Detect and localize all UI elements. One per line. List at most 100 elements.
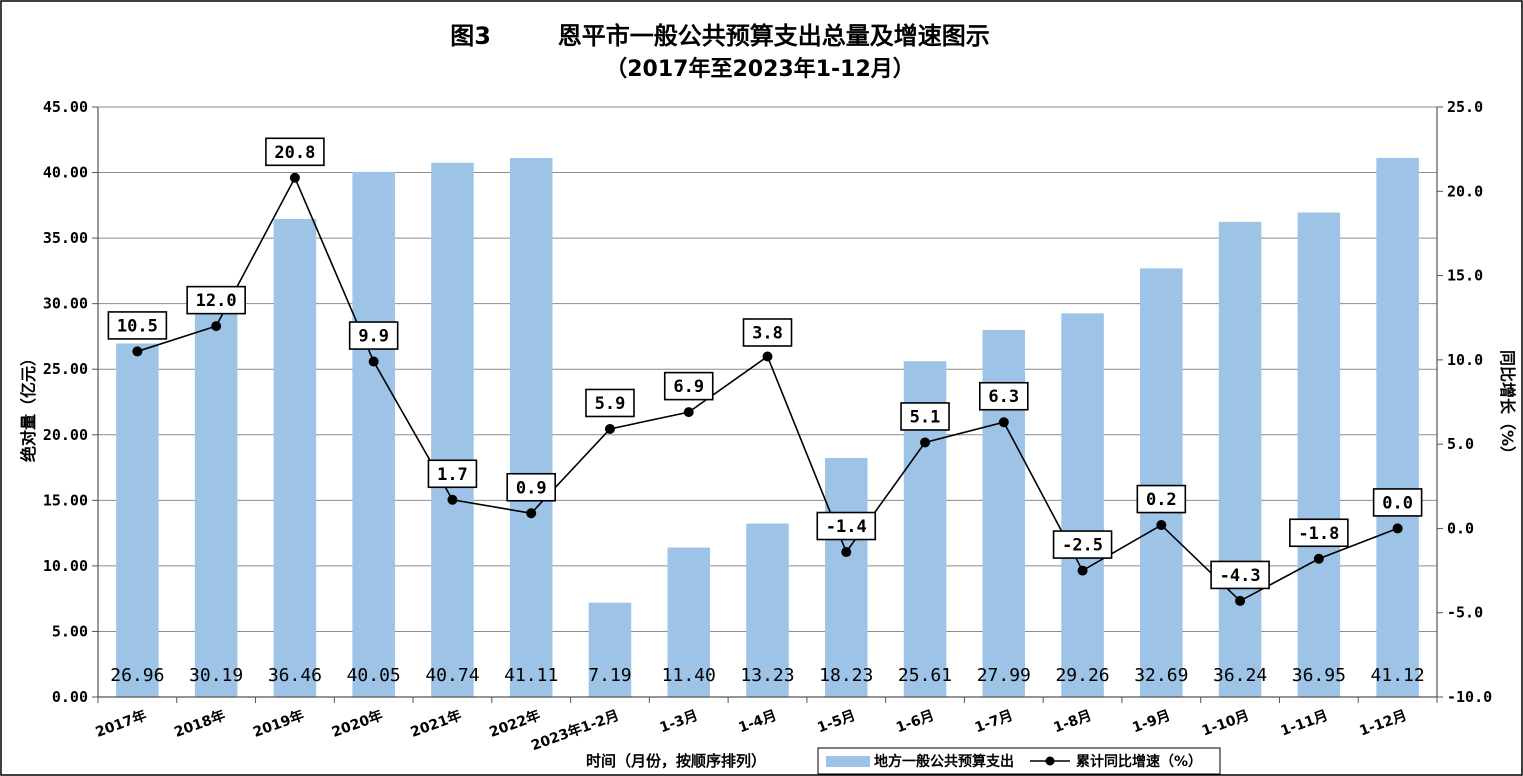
bar-value-label: 11.40	[662, 665, 716, 686]
bar-value-label: 13.23	[740, 665, 794, 686]
point-label-box	[663, 371, 714, 401]
legend-line-label: 累计同比增速（%）	[1076, 753, 1202, 770]
point-label-box	[107, 311, 168, 340]
bar-value-label: 29.26	[1055, 665, 1109, 686]
y2-tick-label: 25.0	[1447, 98, 1483, 116]
line-point	[289, 172, 300, 183]
bar	[1376, 157, 1419, 698]
chart-subtitle: （2017年至2023年1-12月）	[605, 56, 915, 82]
point-label: 0.2	[1136, 484, 1187, 514]
bar	[273, 218, 317, 698]
line-point	[1077, 565, 1088, 576]
point-label-box	[1052, 530, 1113, 559]
bar-series	[116, 157, 1419, 698]
bar-value-label: 40.05	[347, 665, 401, 686]
point-label-box	[1372, 488, 1423, 517]
y-tick-label: 15.00	[43, 491, 88, 509]
point-label-text: 5.1	[910, 407, 941, 427]
bar-value-label: 40.74	[425, 665, 479, 686]
bar-value-label: 41.12	[1371, 665, 1425, 686]
point-label-text: -4.3	[1220, 566, 1261, 586]
point-label: 1.7	[427, 459, 478, 489]
line-point	[132, 346, 143, 357]
line-data-labels: 10.5 12.0 20.8 9.9 1.7 0.9 5.9 6.9 3.8 -1.4 5.1 6.3…	[107, 137, 1423, 590]
y-tick-label: 45.00	[43, 98, 88, 116]
line-point	[683, 407, 694, 418]
line-point	[1392, 523, 1403, 534]
point-label: 0.0	[1372, 488, 1423, 517]
line-point	[920, 437, 931, 448]
point-label: 5.9	[585, 388, 635, 418]
point-label: 5.1	[900, 402, 950, 431]
point-label: 6.9	[663, 371, 714, 401]
point-label: 0.9	[506, 472, 557, 502]
y2-tick-label: -10.0	[1447, 688, 1492, 706]
point-label-box	[816, 511, 877, 541]
point-label-text: -1.8	[1298, 524, 1339, 544]
line-point	[1235, 595, 1246, 606]
y2-tick-label: 10.0	[1447, 351, 1483, 369]
point-label-text: 0.2	[1146, 490, 1177, 510]
point-label-box	[1289, 518, 1349, 548]
point-label: -1.8	[1289, 518, 1349, 548]
point-label: -1.4	[816, 511, 877, 541]
point-label-box	[186, 285, 246, 315]
point-label-text: 10.5	[117, 316, 158, 336]
bar	[1218, 221, 1262, 697]
point-label-box	[427, 459, 478, 489]
bar	[352, 171, 395, 697]
point-label-text: 0.0	[1382, 493, 1413, 513]
chart-title: 图3 恩平市一般公共预算支出总量及增速图示	[450, 22, 990, 50]
point-label-text: 20.8	[274, 143, 315, 163]
y2-tick-label: 15.0	[1447, 267, 1483, 285]
point-label-box	[585, 388, 635, 418]
y2-tick-label: 20.0	[1447, 182, 1483, 200]
bar-value-label: 41.11	[504, 665, 558, 686]
point-label-text: 3.8	[752, 323, 783, 343]
bar	[588, 602, 632, 697]
y-tick-label: 35.00	[43, 229, 88, 247]
point-label-text: 1.7	[437, 465, 468, 485]
point-label-text: 5.9	[595, 394, 626, 414]
point-label-box	[1136, 484, 1187, 514]
point-label-text: -2.5	[1062, 536, 1103, 556]
point-label-text: 0.9	[516, 478, 547, 498]
bar-value-label: 36.95	[1292, 665, 1346, 686]
point-label-box	[742, 318, 793, 347]
bar-value-label: 30.19	[189, 665, 243, 686]
line-point	[841, 547, 852, 558]
point-label: 9.9	[348, 321, 399, 350]
y-tick-label: 40.00	[43, 164, 88, 182]
point-label-text: 9.9	[358, 327, 389, 347]
y-tick-label: 0.00	[52, 688, 88, 706]
bar-value-label: 27.99	[977, 665, 1031, 686]
legend: 地方一般公共预算支出 累计同比增速（%）	[817, 747, 1221, 775]
point-label: 3.8	[742, 318, 793, 347]
point-label: 12.0	[186, 285, 246, 315]
bar-value-label: 36.46	[268, 665, 322, 686]
point-label: 6.3	[978, 381, 1029, 411]
legend-line-marker	[1045, 756, 1055, 766]
point-label-box	[1210, 560, 1270, 590]
point-label-box	[348, 321, 399, 350]
legend-bar-swatch	[826, 756, 870, 767]
line-point	[526, 508, 537, 519]
line-point	[762, 351, 773, 362]
y-tick-label: 25.00	[43, 360, 88, 378]
bar	[431, 162, 474, 697]
y-axis-label: 绝对量（亿元）	[19, 350, 38, 462]
legend-bar-label: 地方一般公共预算支出	[874, 753, 1014, 770]
point-label: 10.5	[107, 311, 168, 340]
x-axis-label: 时间（月份，按顺序排列）	[586, 752, 766, 770]
y2-tick-label: 0.0	[1447, 519, 1474, 537]
line-point	[211, 321, 222, 332]
line-point	[604, 423, 615, 434]
line-point	[1156, 520, 1167, 531]
y2-tick-label: -5.0	[1447, 604, 1483, 622]
y-tick-label: 5.00	[52, 622, 88, 640]
bar-value-label: 26.96	[110, 665, 164, 686]
line-point	[368, 356, 379, 367]
y-tick-label: 30.00	[43, 295, 88, 313]
